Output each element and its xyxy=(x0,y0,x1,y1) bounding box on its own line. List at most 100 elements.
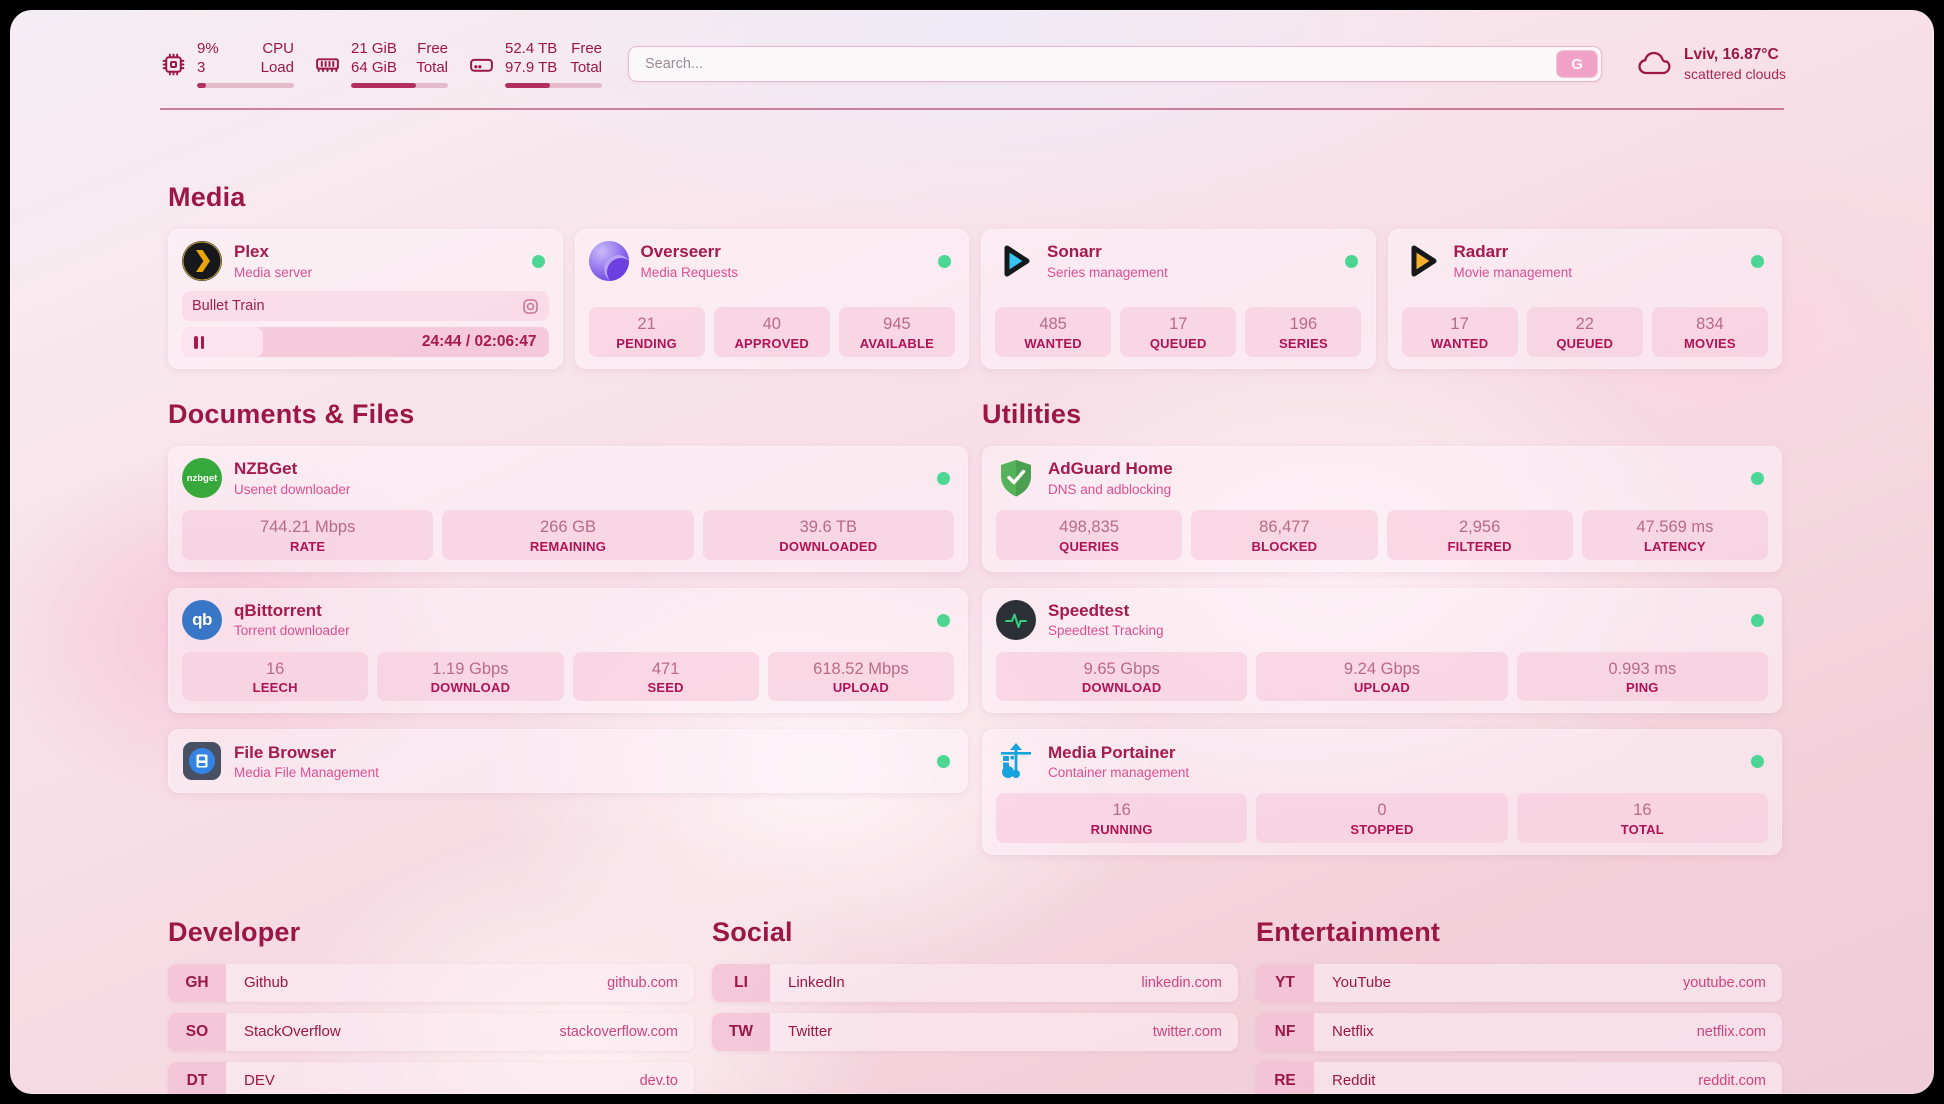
stat-box: 16 TOTAL xyxy=(1516,793,1768,843)
stat-label: RATE xyxy=(290,538,326,554)
stat-label: RUNNING xyxy=(1090,821,1153,837)
section-heading-utilities: Utilities xyxy=(982,399,1082,429)
disk-icon xyxy=(468,51,495,78)
bookmark-linkedin[interactable]: LI LinkedIn linkedin.com xyxy=(712,963,1238,1002)
app-card-radarr[interactable]: Radarr Movie management 17 WANTED 22 QUE… xyxy=(1387,229,1782,369)
bookmark-github[interactable]: GH Github github.com xyxy=(168,963,694,1002)
stat-value: 16 xyxy=(1633,801,1652,820)
portainer-icon xyxy=(996,741,1036,781)
session-video-icon xyxy=(522,298,539,315)
ram-icon xyxy=(314,51,341,78)
stat-label: QUEUED xyxy=(1556,336,1614,351)
stat-value: 471 xyxy=(651,659,680,678)
disk-progress-fill xyxy=(505,82,550,88)
bookmark-netflix[interactable]: NF Netflix netflix.com xyxy=(1256,1012,1782,1051)
app-card-qbittorrent[interactable]: qb qBittorrent Torrent downloader 16 LEE… xyxy=(168,587,968,714)
ram-progress-fill xyxy=(351,82,416,88)
app-subtitle: Movie management xyxy=(1453,264,1573,280)
stat-value: 945 xyxy=(883,315,911,334)
stat-box: 945 AVAILABLE xyxy=(838,307,955,357)
stat-box: 40 APPROVED xyxy=(713,307,830,357)
bookmark-url: github.com xyxy=(607,974,678,991)
stat-label: LEECH xyxy=(252,680,298,696)
pause-icon[interactable] xyxy=(194,335,204,349)
dashboard-page: 9% 3 CPU Load xyxy=(10,10,1934,1094)
bookmark-url: twitter.com xyxy=(1152,1023,1222,1040)
app-card-nzbget[interactable]: nzbget NZBGet Usenet downloader 744.21 M… xyxy=(168,446,968,572)
stat-value: 0.993 ms xyxy=(1608,659,1677,678)
stat-label: LATENCY xyxy=(1643,538,1706,554)
disk-progress-track xyxy=(505,82,602,88)
bookmark-url: dev.to xyxy=(639,1072,678,1089)
stat-label: DOWNLOAD xyxy=(430,680,511,696)
stat-label: WANTED xyxy=(1024,336,1082,351)
stat-label: SEED xyxy=(647,680,684,696)
stat-box: 17 WANTED xyxy=(1401,307,1518,357)
stat-box: 9.65 Gbps DOWNLOAD xyxy=(996,651,1248,702)
filebrowser-icon xyxy=(182,741,222,781)
bookmark-abbr: LI xyxy=(712,963,770,1002)
cpu-label: CPU xyxy=(262,40,294,58)
stat-box: 618.52 Mbps UPLOAD xyxy=(767,651,954,702)
now-playing-title: Bullet Train xyxy=(192,298,265,314)
search-input[interactable] xyxy=(628,46,1603,82)
app-card-portainer[interactable]: Media Portainer Container management 16 … xyxy=(982,729,1782,855)
playback-time: 24:44 / 02:06:47 xyxy=(421,333,537,350)
bookmark-name: StackOverflow xyxy=(244,1023,341,1041)
stat-label: WANTED xyxy=(1430,336,1489,351)
app-card-overseerr[interactable]: Overseerr Media Requests 21 PENDING 40 A… xyxy=(574,229,969,369)
app-subtitle: Media server xyxy=(234,264,313,280)
search-engine-button[interactable]: G xyxy=(1556,50,1599,78)
app-name: Speedtest xyxy=(1048,600,1130,620)
bookmark-abbr: SO xyxy=(168,1012,226,1051)
stat-box: 17 QUEUED xyxy=(1120,307,1237,357)
playback-bar[interactable]: 24:44 / 02:06:47 xyxy=(182,327,549,357)
app-subtitle: Speedtest Tracking xyxy=(1048,623,1164,639)
disk-label2: Total xyxy=(570,59,602,76)
overseerr-icon xyxy=(588,241,629,281)
bookmark-youtube[interactable]: YT YouTube youtube.com xyxy=(1256,963,1782,1002)
bookmark-name: YouTube xyxy=(1332,974,1391,992)
status-online-dot xyxy=(937,613,950,627)
bookmark-url: youtube.com xyxy=(1682,974,1766,991)
nzbget-icon-text: nzbget xyxy=(186,472,218,484)
stat-label: APPROVED xyxy=(734,336,810,351)
status-online-dot xyxy=(1751,255,1764,268)
stat-value: 485 xyxy=(1039,315,1067,334)
bookmark-name: Reddit xyxy=(1332,1072,1376,1090)
radarr-icon xyxy=(1402,241,1442,281)
weather-condition: scattered clouds xyxy=(1684,65,1786,82)
stat-value: 9.24 Gbps xyxy=(1343,659,1421,678)
topbar-divider xyxy=(160,108,1784,110)
app-subtitle: Series management xyxy=(1047,264,1168,280)
app-card-speedtest[interactable]: Speedtest Speedtest Tracking 9.65 Gbps D… xyxy=(982,587,1782,714)
app-subtitle: DNS and adblocking xyxy=(1048,481,1172,497)
app-card-sonarr[interactable]: Sonarr Series management 485 WANTED 17 Q… xyxy=(981,229,1376,369)
bookmark-name: Twitter xyxy=(788,1023,833,1041)
stat-box: 266 GB REMAINING xyxy=(442,510,694,560)
ram-monitor: 21 GiB 64 GiB Free Total xyxy=(314,40,448,88)
stat-box: 834 MOVIES xyxy=(1651,307,1768,357)
stat-box: 22 QUEUED xyxy=(1526,307,1643,357)
stat-label: STOPPED xyxy=(1350,821,1414,837)
status-online-dot xyxy=(938,255,951,268)
app-card-filebrowser[interactable]: File Browser Media File Management xyxy=(168,729,968,794)
bookmark-url: stackoverflow.com xyxy=(559,1023,678,1040)
app-subtitle: Container management xyxy=(1048,764,1190,780)
stat-label: PENDING xyxy=(616,336,677,351)
stat-value: 0 xyxy=(1377,801,1387,820)
bookmark-name: Netflix xyxy=(1332,1023,1374,1041)
bookmark-stackoverflow[interactable]: SO StackOverflow stackoverflow.com xyxy=(168,1012,694,1051)
app-name: Overseerr xyxy=(640,242,721,262)
bookmark-dev[interactable]: DT DEV dev.to xyxy=(168,1061,694,1094)
app-subtitle: Usenet downloader xyxy=(234,481,351,497)
stat-value: 17 xyxy=(1169,315,1188,334)
stat-value: 744.21 Mbps xyxy=(259,518,356,536)
app-name: AdGuard Home xyxy=(1048,459,1173,479)
app-card-plex[interactable]: Plex Media server Bullet Train xyxy=(168,229,563,369)
stat-value: 47.569 ms xyxy=(1636,518,1714,536)
bookmark-reddit[interactable]: RE Reddit reddit.com xyxy=(1256,1061,1782,1094)
bookmark-twitter[interactable]: TW Twitter twitter.com xyxy=(712,1012,1238,1051)
app-card-adguard[interactable]: AdGuard Home DNS and adblocking 498,835 … xyxy=(982,446,1782,572)
stat-box: 47.569 ms LATENCY xyxy=(1581,510,1768,560)
